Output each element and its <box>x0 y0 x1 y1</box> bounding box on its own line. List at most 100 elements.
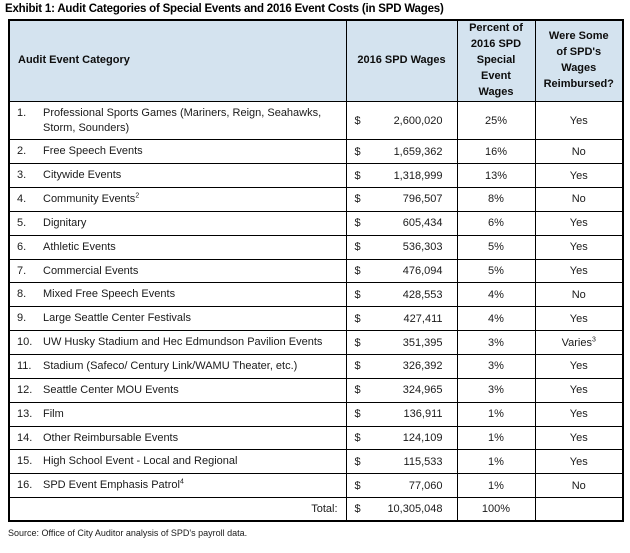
wages-cell: $124,109 <box>345 425 458 451</box>
wages-value: 427,411 <box>403 312 443 325</box>
wages-cell: $476,094 <box>345 258 458 284</box>
currency-symbol: $ <box>354 265 361 278</box>
percent-value: 1% <box>456 401 536 427</box>
footnote-ref: 4 <box>179 478 184 486</box>
reimbursed-value: No <box>534 187 624 212</box>
row-number: 11. <box>17 359 32 372</box>
source-note: Source: Office of City Auditor analysis … <box>8 527 248 538</box>
table-row: 4. Community Events2 $796,507 8% No <box>8 187 624 212</box>
category-label: Other Reimbursable Events <box>43 431 179 444</box>
table-row: 15. High School Event - Local and Regiona… <box>8 449 624 475</box>
reimbursed-value: No <box>534 139 624 165</box>
reimbursed-value: Yes <box>534 306 624 332</box>
table-row: 10. UW Husky Stadium and Hec Edmundson Pa… <box>8 330 624 355</box>
category-label: Professional Sports Games (Mariners, Rei… <box>43 106 322 134</box>
row-number: 1. <box>17 106 27 119</box>
row-number: 2. <box>17 145 27 158</box>
reimbursed-value: Varies3 <box>534 330 624 355</box>
audit-categories-table: Audit Event Category 2016 SPD Wages Perc… <box>8 19 624 522</box>
percent-value: 25% <box>456 100 536 141</box>
percent-value: 1% <box>456 473 536 499</box>
category-label: Community Events2 <box>43 192 140 206</box>
currency-symbol: $ <box>354 431 361 444</box>
percent-value: 5% <box>456 234 536 260</box>
total-percent-value: 100% <box>456 497 536 522</box>
category-cell: 15. High School Event - Local and Regiona… <box>8 449 347 475</box>
table-header: Audit Event Category 2016 SPD Wages Perc… <box>8 19 624 102</box>
row-number: 7. <box>17 264 27 277</box>
category-label: Dignitary <box>43 216 87 229</box>
table-footer: Total: $ 10,305,048 100% <box>8 497 624 522</box>
category-cell: 4. Community Events2 <box>8 187 347 212</box>
percent-value: 8% <box>456 187 536 212</box>
row-number: 16. <box>17 479 33 492</box>
category-label: High School Event - Local and Regional <box>43 455 238 468</box>
wages-cell: $115,533 <box>345 449 458 475</box>
wages-cell: $1,318,999 <box>345 163 458 189</box>
currency-symbol: $ <box>354 502 361 515</box>
reimbursed-value: Yes <box>534 258 624 284</box>
wages-value: 326,392 <box>402 360 443 373</box>
reimbursed-value: Yes <box>534 210 624 236</box>
category-label: Commercial Events <box>43 264 139 277</box>
row-number: 14. <box>17 431 33 444</box>
table-row: 7. Commercial Events $476,094 5% Yes <box>8 258 624 284</box>
wages-cell: $2,600,020 <box>345 100 458 141</box>
row-number: 13. <box>17 407 33 420</box>
category-label: Seattle Center MOU Events <box>43 383 179 396</box>
category-cell: 8. Mixed Free Speech Events <box>8 282 347 308</box>
row-number: 9. <box>17 312 27 325</box>
wages-value: 428,553 <box>402 288 443 301</box>
exhibit-title: Exhibit 1: Audit Categories of Special E… <box>5 3 444 15</box>
row-number: 6. <box>17 240 27 253</box>
reimbursed-value: Yes <box>534 425 624 451</box>
total-row: Total: $ 10,305,048 100% <box>8 497 624 522</box>
table-body: 1. Professional Sports Games (Mariners, R… <box>8 100 624 499</box>
percent-value: 13% <box>456 163 536 189</box>
currency-symbol: $ <box>354 193 361 206</box>
reimbursed-value: Yes <box>534 234 624 260</box>
percent-value: 1% <box>456 425 536 451</box>
row-number: 15. <box>17 455 33 468</box>
wages-cell: $351,395 <box>345 330 458 355</box>
currency-symbol: $ <box>354 145 361 158</box>
wages-value: 324,965 <box>402 384 443 397</box>
wages-value: 796,507 <box>402 193 443 206</box>
percent-value: 5% <box>456 258 536 284</box>
wages-value: 124,109 <box>402 431 443 444</box>
category-cell: 1. Professional Sports Games (Mariners, R… <box>8 100 347 141</box>
currency-symbol: $ <box>354 336 361 349</box>
row-number: 12. <box>17 383 33 396</box>
currency-symbol: $ <box>354 169 361 182</box>
percent-value: 3% <box>456 353 536 379</box>
percent-value: 3% <box>456 330 536 355</box>
table-row: 2. Free Speech Events $1,659,362 16% No <box>8 139 624 165</box>
currency-symbol: $ <box>354 479 361 492</box>
category-cell: 16. SPD Event Emphasis Patrol4 <box>8 473 347 499</box>
wages-cell: $136,911 <box>345 401 458 427</box>
table-row: 16. SPD Event Emphasis Patrol4 $77,060 1% No <box>8 473 624 499</box>
table-row: 8. Mixed Free Speech Events $428,553 4% No <box>8 282 624 308</box>
wages-value: 476,094 <box>402 265 443 278</box>
category-cell: 3. Citywide Events <box>8 163 347 189</box>
category-cell: 5. Dignitary <box>8 210 347 236</box>
category-label: Large Seattle Center Festivals <box>43 312 191 325</box>
wages-cell: $77,060 <box>345 473 458 499</box>
percent-value: 1% <box>456 449 536 475</box>
reimbursed-value: Yes <box>534 449 624 475</box>
category-cell: 13. Film <box>8 401 347 427</box>
category-label: Free Speech Events <box>43 145 143 158</box>
wages-value: 115,533 <box>403 455 443 468</box>
wages-value: 77,060 <box>408 479 443 492</box>
percent-value: 6% <box>456 210 536 236</box>
footnote-ref: 3 <box>591 335 596 343</box>
category-label: SPD Event Emphasis Patrol4 <box>43 478 184 492</box>
category-label: Mixed Free Speech Events <box>43 288 176 301</box>
currency-symbol: $ <box>354 312 361 325</box>
wages-value: 351,395 <box>402 336 443 349</box>
currency-symbol: $ <box>354 455 361 468</box>
percent-value: 4% <box>456 282 536 308</box>
total-label: Total: <box>8 497 347 522</box>
currency-symbol: $ <box>354 360 361 373</box>
category-cell: 7. Commercial Events <box>8 258 347 284</box>
